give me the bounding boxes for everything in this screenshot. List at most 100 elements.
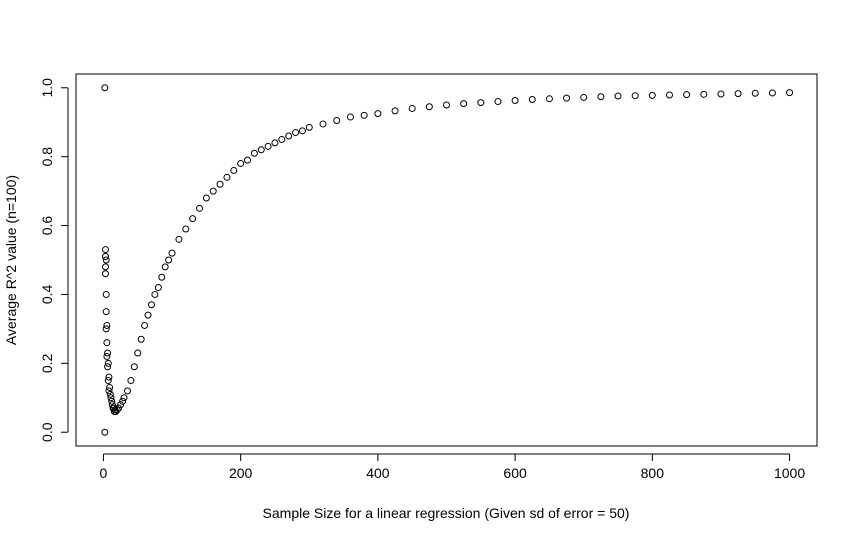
data-point [102, 308, 110, 316]
data-point [786, 89, 794, 97]
data-point [104, 349, 112, 357]
data-point [319, 120, 327, 128]
data-point [108, 397, 116, 405]
data-point [443, 101, 450, 109]
data-point [250, 149, 258, 157]
data-point [278, 135, 286, 143]
x-tick-label: 1000 [774, 465, 805, 481]
data-point [408, 104, 416, 112]
data-point [717, 90, 725, 98]
data-point [333, 117, 341, 124]
data-point [494, 98, 502, 106]
data-point [147, 301, 155, 309]
data-point [110, 404, 118, 412]
data-point [182, 225, 190, 233]
plot-frame [75, 73, 818, 447]
data-point [460, 100, 468, 108]
data-point [130, 363, 138, 371]
data-point [103, 352, 111, 360]
data-point [102, 256, 110, 264]
data-point [545, 95, 553, 103]
data-point [117, 401, 125, 409]
data-point [257, 146, 265, 154]
data-point [102, 270, 109, 278]
data-point [165, 256, 173, 264]
data-point [391, 107, 399, 115]
data-point [244, 156, 252, 164]
y-tick-label: 0.2 [39, 353, 55, 373]
data-point [734, 90, 742, 98]
data-point [768, 89, 776, 97]
data-point [665, 91, 673, 99]
data-point [346, 113, 354, 121]
data-point [105, 373, 113, 381]
y-axis: 0.0 0.2 0.4 0.6 0.8 1.0 [39, 78, 69, 442]
data-point [597, 93, 605, 101]
data-point [751, 89, 759, 97]
data-point [106, 383, 114, 391]
data-point [175, 235, 183, 243]
data-point [271, 139, 279, 147]
x-tick-label: 200 [229, 465, 253, 481]
data-point [161, 263, 169, 271]
x-tick-label: 600 [503, 465, 527, 481]
data-point [102, 325, 110, 333]
data-point [631, 92, 639, 100]
data-point [102, 263, 109, 271]
data-point [230, 166, 238, 174]
data-point [101, 428, 109, 436]
data-point [563, 94, 571, 102]
data-point [648, 91, 656, 99]
x-tick-label: 0 [100, 465, 108, 481]
data-point [292, 129, 300, 137]
data-point [141, 321, 149, 329]
data-point [168, 249, 176, 257]
data-point [189, 215, 197, 223]
data-point [298, 127, 306, 135]
data-point [374, 110, 382, 118]
data-point [113, 406, 121, 414]
x-tick-label: 400 [366, 465, 390, 481]
data-point [237, 160, 245, 168]
y-tick-label: 0.8 [39, 147, 55, 167]
data-point [196, 204, 203, 212]
data-point [216, 180, 224, 188]
data-point [202, 194, 210, 202]
data-point [264, 142, 272, 150]
y-tick-label: 0.6 [39, 216, 55, 236]
data-point [154, 284, 162, 292]
data-point [102, 253, 109, 261]
data-point [144, 311, 152, 319]
data-point [103, 321, 111, 329]
data-point [614, 92, 622, 100]
data-point [511, 97, 519, 105]
data-point [120, 394, 128, 402]
data-point [106, 390, 114, 398]
data-point [137, 335, 145, 343]
data-point [101, 84, 109, 92]
x-tick-label: 800 [641, 465, 665, 481]
data-point [223, 173, 231, 181]
data-point [104, 377, 112, 385]
data-point [700, 90, 708, 98]
data-point [102, 246, 109, 254]
y-tick-label: 0.4 [39, 284, 55, 304]
data-point [209, 187, 217, 195]
data-point [151, 290, 159, 298]
y-axis-title: Average R^2 value (n=100) [3, 175, 19, 345]
data-point [123, 387, 131, 395]
data-point [425, 103, 433, 111]
data-point [103, 339, 111, 347]
data-point [360, 111, 368, 119]
data-point [104, 359, 112, 367]
data-point [115, 404, 123, 412]
data-point [107, 394, 115, 402]
x-axis-title: Sample Size for a linear regression (Giv… [263, 505, 630, 521]
x-axis: 0 200 400 600 800 1000 [100, 453, 805, 481]
data-point [102, 290, 110, 298]
data-point [105, 387, 113, 395]
data-point [134, 349, 142, 357]
data-point [683, 91, 691, 99]
y-tick-label: 0.0 [39, 422, 55, 442]
